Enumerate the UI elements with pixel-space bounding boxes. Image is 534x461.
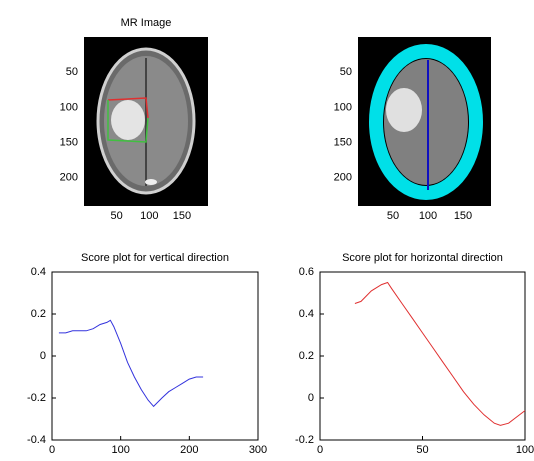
plot-area [51,271,259,441]
x-tick-label: 200 [180,444,198,456]
x-tick-label: 300 [249,444,267,456]
y-tick-label: 100 [334,101,352,113]
chart-title: Score plot for horizontal direction [342,252,503,264]
chart-title: MR Image [121,17,172,29]
x-tick-label: 100 [140,210,158,222]
y-tick-label: 50 [66,66,78,78]
mr-image [84,37,208,206]
x-tick-label: 150 [454,210,472,222]
y-tick-label: -0.2 [295,434,314,446]
y-tick-label: 0.6 [299,266,314,278]
x-tick-label: 0 [317,444,323,456]
y-tick-label: 150 [60,137,78,149]
y-tick-label: 0.2 [299,350,314,362]
y-tick-label: 0 [308,392,314,404]
y-tick-label: 0 [40,350,46,362]
x-tick-label: 50 [387,210,399,222]
chart-title: Score plot for vertical direction [81,252,229,264]
y-tick-label: 150 [334,137,352,149]
y-tick-label: 200 [60,172,78,184]
y-tick-label: 200 [334,172,352,184]
x-tick-label: 0 [49,444,55,456]
x-tick-label: 100 [419,210,437,222]
x-tick-label: 150 [173,210,191,222]
x-tick-label: 100 [516,444,534,456]
y-tick-label: 0.2 [31,308,46,320]
x-tick-label: 100 [111,444,129,456]
y-tick-label: 100 [60,101,78,113]
x-tick-label: 50 [111,210,123,222]
y-tick-label: 0.4 [31,266,46,278]
segmented-image [358,37,491,206]
y-tick-label: 0.4 [299,308,314,320]
score-line [354,281,526,426]
y-tick-label: 50 [340,66,352,78]
score-line [58,319,204,408]
plot-area [319,271,526,441]
x-tick-label: 50 [416,444,428,456]
y-tick-label: -0.2 [27,392,46,404]
y-tick-label: -0.4 [27,434,46,446]
